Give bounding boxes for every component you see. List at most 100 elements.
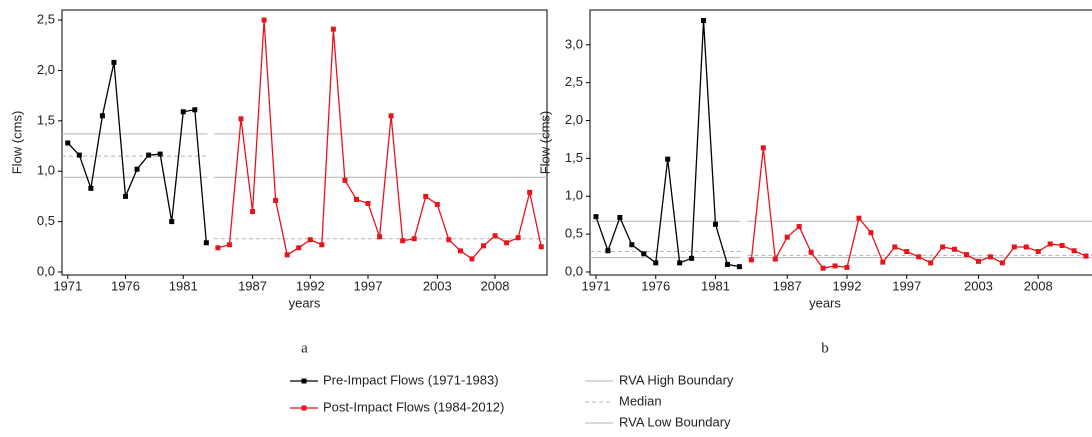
x-tick-label: 2003 bbox=[964, 278, 993, 293]
data-point bbox=[65, 140, 71, 146]
data-point bbox=[250, 209, 256, 215]
x-tick-label: 2008 bbox=[481, 278, 510, 293]
y-tick-label: 0,0 bbox=[565, 263, 583, 278]
data-point bbox=[1071, 248, 1077, 254]
data-point bbox=[423, 193, 429, 199]
data-point bbox=[593, 214, 599, 220]
series-line bbox=[595, 20, 740, 268]
data-point bbox=[446, 237, 452, 243]
data-point bbox=[434, 201, 440, 207]
data-point bbox=[365, 200, 371, 206]
y-axis-label: Flow (cms) bbox=[537, 111, 552, 175]
x-tick-label: 1981 bbox=[169, 278, 198, 293]
legend-marker bbox=[301, 378, 307, 384]
x-tick-label: 1971 bbox=[53, 278, 82, 293]
data-point bbox=[180, 109, 186, 115]
data-point bbox=[808, 249, 814, 255]
data-point bbox=[1059, 242, 1065, 248]
data-point bbox=[987, 254, 993, 260]
x-tick-label: 1976 bbox=[111, 278, 140, 293]
y-tick-label: 0,0 bbox=[37, 263, 55, 278]
data-point bbox=[146, 152, 152, 158]
data-point bbox=[1047, 241, 1053, 247]
data-point bbox=[319, 242, 325, 248]
series-line bbox=[67, 62, 207, 243]
data-point bbox=[99, 113, 105, 119]
data-point bbox=[713, 221, 718, 227]
x-tick-label: 2008 bbox=[1024, 278, 1053, 293]
data-point bbox=[157, 151, 163, 157]
data-point bbox=[457, 248, 463, 254]
legend-marker bbox=[301, 405, 307, 411]
data-point bbox=[940, 244, 946, 250]
data-point bbox=[411, 236, 417, 242]
data-point bbox=[975, 258, 981, 264]
x-tick-label: 1992 bbox=[833, 278, 862, 293]
x-axis-label: years bbox=[289, 295, 321, 310]
y-axis-label: Flow (cms) bbox=[9, 111, 24, 175]
y-tick-label: 1,0 bbox=[37, 163, 55, 178]
data-point bbox=[400, 238, 406, 244]
data-point bbox=[215, 245, 221, 251]
data-point bbox=[784, 234, 790, 240]
y-tick-label: 2,0 bbox=[565, 112, 583, 127]
data-point bbox=[123, 193, 129, 199]
data-point bbox=[330, 26, 336, 32]
data-point bbox=[856, 215, 862, 221]
legend-label: Post-Impact Flows (1984-2012) bbox=[323, 399, 504, 414]
data-point bbox=[192, 107, 198, 113]
data-point bbox=[832, 263, 838, 269]
y-tick-label: 0,5 bbox=[37, 213, 55, 228]
y-tick-label: 3,0 bbox=[565, 36, 583, 51]
data-point bbox=[701, 18, 707, 24]
data-point bbox=[377, 234, 383, 240]
x-tick-label: 1976 bbox=[641, 278, 670, 293]
data-point bbox=[1011, 244, 1017, 250]
x-tick-label: 1997 bbox=[892, 278, 921, 293]
data-point bbox=[261, 17, 267, 23]
data-point bbox=[617, 214, 623, 220]
data-point bbox=[353, 196, 359, 202]
data-point bbox=[677, 260, 683, 266]
legend-label: Median bbox=[619, 393, 662, 408]
x-tick-label: 1981 bbox=[701, 278, 730, 293]
data-point bbox=[1083, 253, 1089, 259]
data-point bbox=[772, 256, 778, 262]
data-point bbox=[999, 260, 1005, 266]
data-point bbox=[641, 251, 647, 257]
data-point bbox=[629, 242, 635, 248]
data-point bbox=[203, 240, 209, 246]
data-point bbox=[527, 189, 533, 195]
legend-label: RVA Low Boundary bbox=[619, 414, 731, 429]
x-axis-label: years bbox=[809, 295, 841, 310]
series-line bbox=[217, 20, 542, 260]
data-point bbox=[480, 243, 486, 249]
x-tick-label: 1987 bbox=[238, 278, 267, 293]
data-point bbox=[665, 156, 671, 162]
data-point bbox=[892, 244, 898, 250]
data-point bbox=[388, 113, 394, 119]
data-point bbox=[273, 197, 279, 203]
y-tick-label: 2,5 bbox=[565, 74, 583, 89]
panel-caption: a bbox=[301, 340, 308, 356]
y-tick-label: 2,0 bbox=[37, 62, 55, 77]
data-point bbox=[504, 240, 510, 246]
y-tick-label: 0,5 bbox=[565, 226, 583, 241]
data-point bbox=[653, 260, 659, 266]
data-point bbox=[1035, 249, 1041, 255]
data-point bbox=[296, 245, 302, 251]
legend-label: RVA High Boundary bbox=[619, 372, 734, 387]
data-point bbox=[724, 261, 730, 267]
y-tick-label: 1,5 bbox=[565, 150, 583, 165]
plot-frame bbox=[589, 9, 1092, 276]
data-point bbox=[88, 185, 94, 191]
data-point bbox=[916, 254, 922, 260]
x-tick-label: 2003 bbox=[423, 278, 452, 293]
y-tick-label: 2,5 bbox=[37, 12, 55, 27]
x-tick-label: 1997 bbox=[354, 278, 383, 293]
y-tick-label: 1,0 bbox=[565, 188, 583, 203]
data-point bbox=[928, 260, 934, 266]
x-tick-label: 1971 bbox=[582, 278, 611, 293]
data-point bbox=[844, 264, 850, 270]
